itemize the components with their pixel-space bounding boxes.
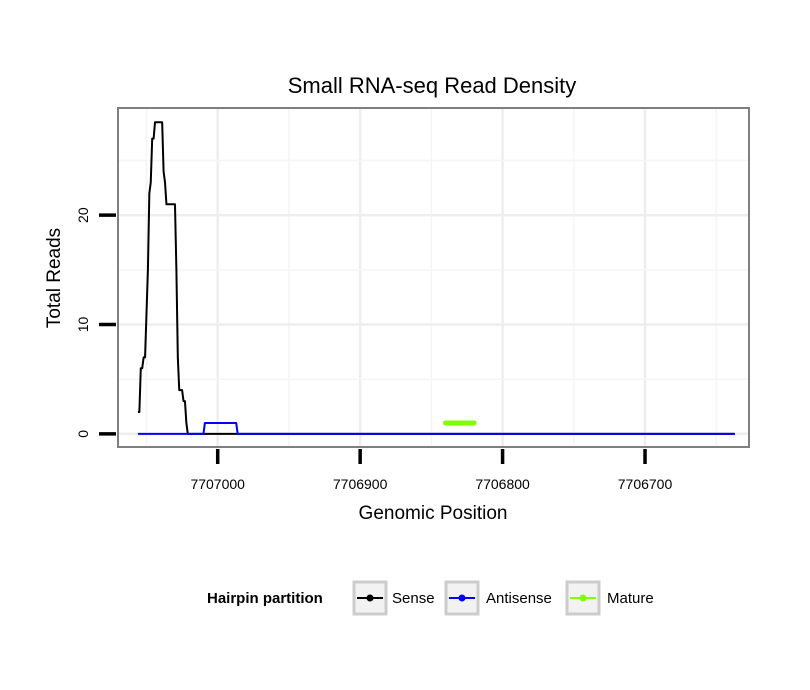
legend-title: Hairpin partition [207, 590, 323, 607]
legend-label-antisense: Antisense [486, 590, 552, 607]
plot-panel-background [118, 108, 749, 447]
x-axis-title: Genomic Position [359, 503, 508, 524]
legend-key-point-sense [366, 594, 374, 602]
y-axis-title: Total Reads [44, 228, 65, 328]
series-line-antisense [137, 421, 735, 435]
y-tick-label: 10 [75, 317, 91, 333]
x-tick-label: 7707000 [190, 476, 245, 492]
plot-panel-border [117, 107, 750, 448]
x-tick-label: 7706900 [333, 476, 388, 492]
legend-label-mature: Mature [607, 590, 654, 607]
plot-area: 7707000 7706900 7706800 7706700 0 10 20 [75, 107, 750, 492]
legend-key-point-mature [579, 594, 587, 602]
legend-key-point-antisense [458, 594, 466, 602]
legend: Hairpin partition Sense Antisense Mature [207, 580, 654, 616]
y-tick-label: 20 [75, 207, 91, 223]
y-tick-label: 0 [75, 430, 91, 438]
legend-label-sense: Sense [392, 590, 435, 607]
x-tick-label: 7706700 [618, 476, 673, 492]
chart-title: Small RNA-seq Read Density [288, 73, 577, 98]
x-tick-label: 7706800 [475, 476, 530, 492]
